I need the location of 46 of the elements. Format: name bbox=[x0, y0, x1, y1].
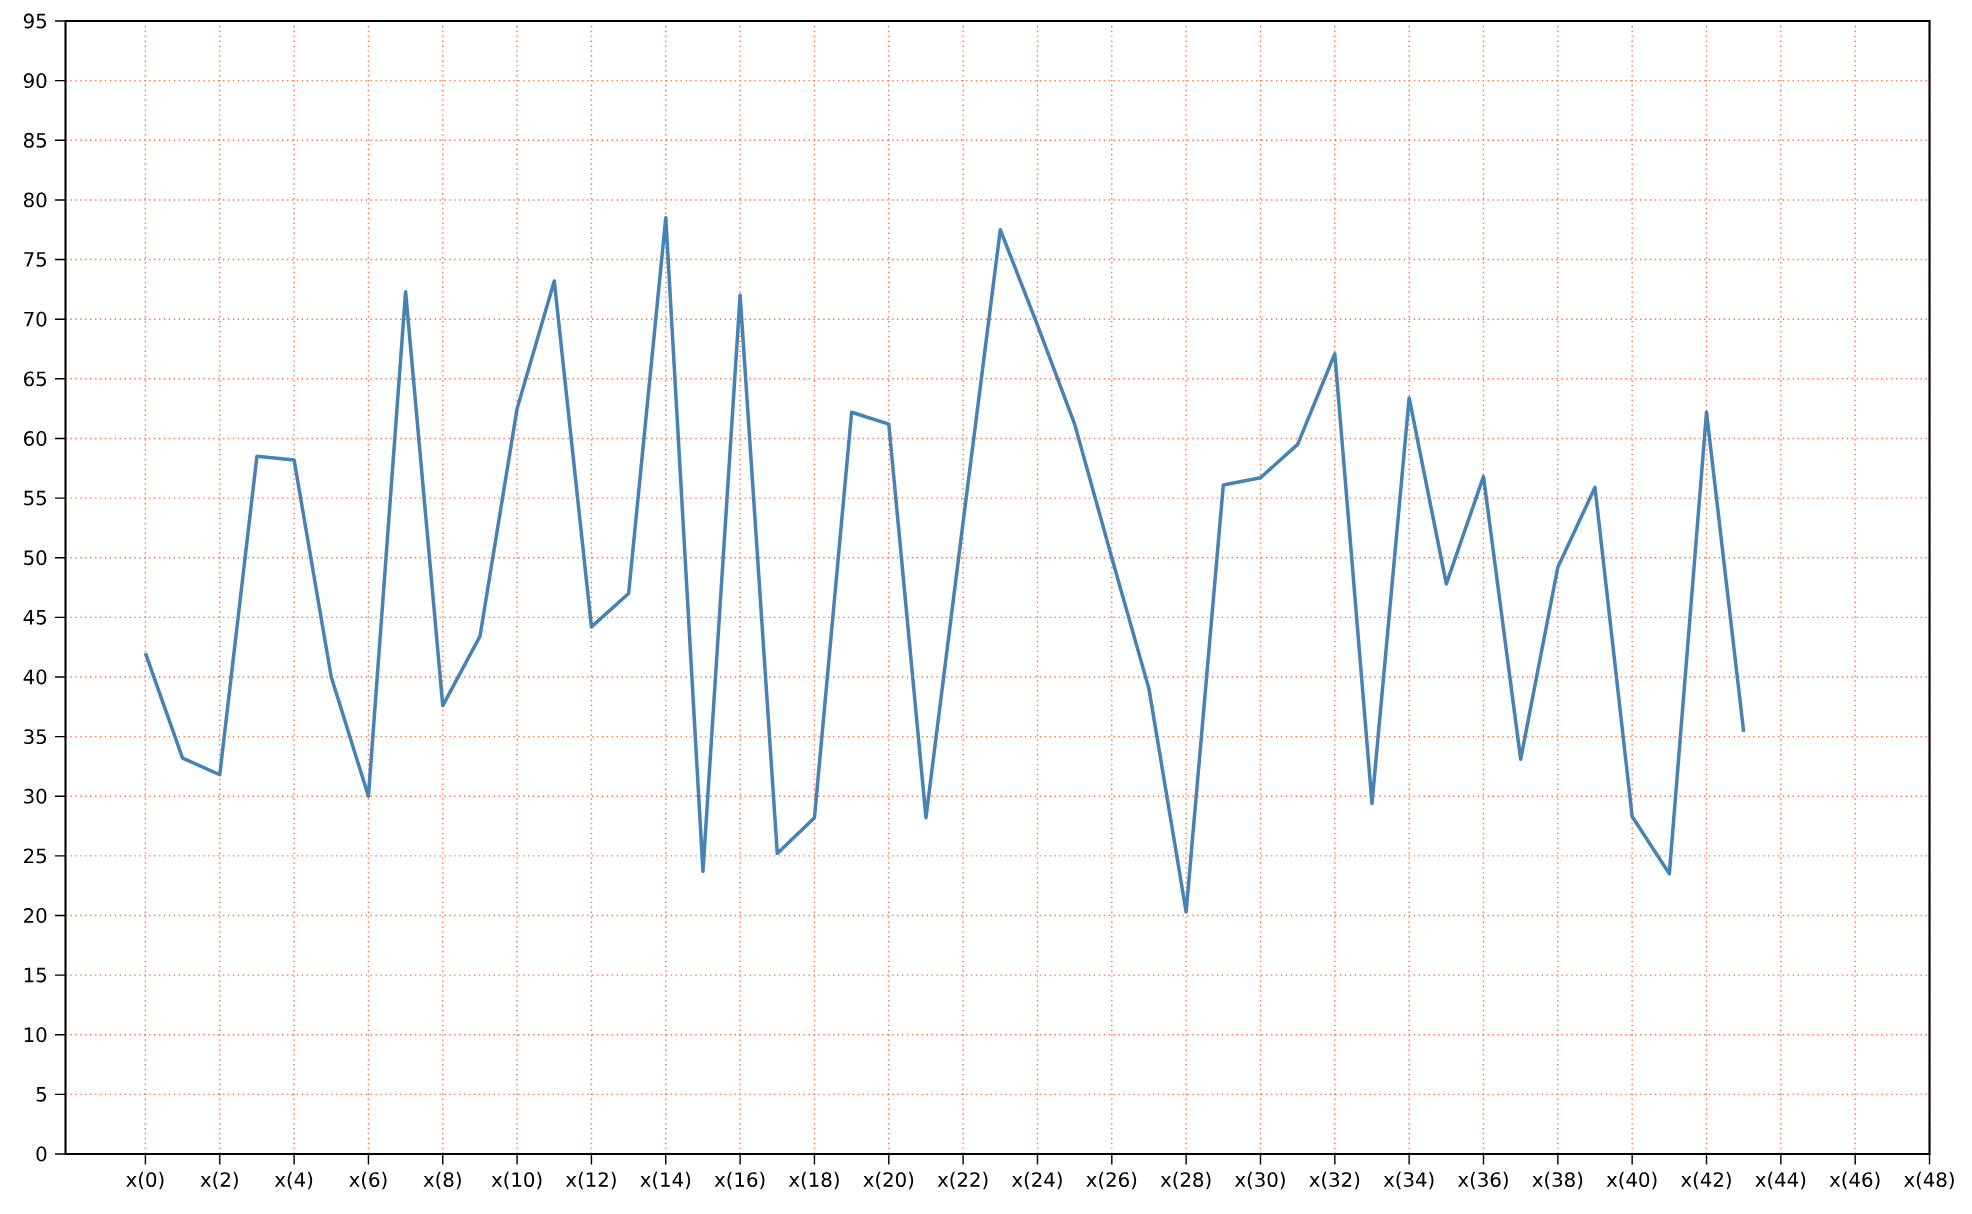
y-tick-label: 5 bbox=[36, 1087, 46, 1102]
x-tick-label: x(30) bbox=[1235, 1171, 1285, 1190]
x-tick-label: x(20) bbox=[863, 1171, 914, 1190]
line-series bbox=[143, 216, 1746, 914]
y-tick-label: 90 bbox=[23, 73, 47, 89]
y-tick-label: 30 bbox=[24, 788, 47, 804]
y-tick-label: 40 bbox=[23, 669, 47, 685]
x-tick-label: x(10) bbox=[491, 1171, 542, 1190]
y-tick-label: 35 bbox=[24, 729, 46, 745]
x-tick-label: x(12) bbox=[565, 1171, 616, 1190]
x-tick-label: x(48) bbox=[1904, 1171, 1954, 1190]
x-tick-label: x(8) bbox=[423, 1171, 461, 1190]
x-tick-label: x(34) bbox=[1383, 1171, 1434, 1190]
x-tick-label: x(40) bbox=[1606, 1171, 1657, 1190]
x-tick-label: x(28) bbox=[1160, 1171, 1211, 1190]
y-tick-label: 20 bbox=[24, 908, 47, 923]
y-tick-label: 65 bbox=[24, 371, 46, 387]
x-tick-label: x(18) bbox=[788, 1171, 839, 1190]
x-tick-label: x(2) bbox=[200, 1171, 238, 1190]
x-tick-label: x(16) bbox=[714, 1171, 765, 1190]
x-tick-label: x(46) bbox=[1829, 1171, 1880, 1190]
y-tick-label: 15 bbox=[24, 967, 46, 983]
y-tick-label: 60 bbox=[24, 431, 47, 446]
y-tick-label: 25 bbox=[24, 848, 46, 864]
x-tick-label: x(22) bbox=[937, 1171, 988, 1190]
y-tick-label: 50 bbox=[24, 550, 47, 566]
x-tick-label: x(36) bbox=[1458, 1171, 1508, 1190]
x-tick-label: x(14) bbox=[640, 1171, 691, 1190]
y-tick-label: 80 bbox=[23, 192, 47, 208]
y-tick-label: 85 bbox=[23, 132, 46, 148]
x-tick-label: x(0) bbox=[126, 1171, 164, 1190]
x-tick-label: x(38) bbox=[1532, 1171, 1583, 1190]
y-tick-label: 75 bbox=[24, 252, 46, 267]
x-tick-label: x(6) bbox=[349, 1171, 387, 1190]
y-tick-label: 45 bbox=[23, 610, 46, 625]
x-tick-label: x(32) bbox=[1309, 1171, 1360, 1190]
x-tick-label: x(4) bbox=[274, 1171, 313, 1190]
x-tick-label: x(24) bbox=[1011, 1171, 1062, 1190]
x-tick-label: x(26) bbox=[1086, 1171, 1137, 1190]
y-tick-label: 10 bbox=[24, 1027, 47, 1043]
x-tick-label: x(44) bbox=[1755, 1171, 1806, 1190]
y-tick-label: 55 bbox=[24, 490, 46, 506]
y-tick-label: 0 bbox=[36, 1146, 47, 1162]
y-tick-label: 95 bbox=[23, 13, 46, 29]
x-tick-label: x(42) bbox=[1681, 1171, 1731, 1190]
y-tick-label: 70 bbox=[24, 311, 47, 327]
